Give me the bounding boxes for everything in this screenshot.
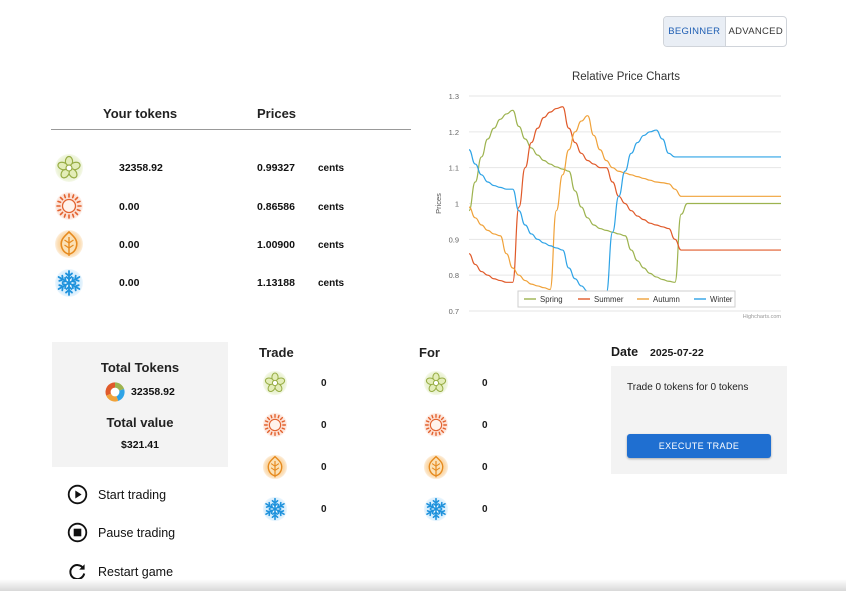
- legend-label: Winter: [710, 295, 733, 304]
- start-trading-label: Start trading: [98, 487, 167, 502]
- trade-quantity[interactable]: 0: [321, 420, 327, 431]
- trade-summary-text: Trade 0 tokens for 0 tokens: [627, 382, 749, 393]
- y-tick-label: 0.7: [449, 307, 459, 316]
- chart-title: Relative Price Charts: [571, 71, 680, 83]
- spring-flower-icon[interactable]: [262, 370, 288, 396]
- trade-quantity[interactable]: 0: [321, 378, 327, 389]
- spring-flower-icon: [54, 153, 84, 183]
- for-quantity[interactable]: 0: [482, 378, 488, 389]
- price-unit: cents: [318, 202, 345, 213]
- trade-quantity[interactable]: 0: [321, 462, 327, 473]
- prices-header: Prices: [257, 106, 297, 121]
- summer-sun-icon[interactable]: [423, 412, 449, 438]
- holding-amount: 32358.92: [119, 162, 163, 174]
- spring-flower-icon[interactable]: [423, 370, 449, 396]
- start-trading-button[interactable]: Start trading: [67, 484, 166, 505]
- trade-summary-panel: Trade 0 tokens for 0 tokens EXECUTE TRAD…: [611, 366, 787, 474]
- price-unit: cents: [318, 240, 345, 251]
- summer-sun-icon[interactable]: [262, 412, 288, 438]
- autumn-leaf-icon[interactable]: [262, 454, 288, 480]
- y-tick-label: 1: [455, 200, 459, 209]
- series-line-spring: [469, 109, 781, 283]
- mode-toggle: BEGINNER ADVANCED: [663, 16, 787, 47]
- totals-panel: Total Tokens 32358.92 Total value $321.4…: [52, 342, 228, 467]
- token-price: 1.13188: [257, 277, 295, 289]
- your-tokens-header: Your tokens: [103, 106, 178, 121]
- legend-label: Spring: [540, 295, 563, 304]
- y-tick-label: 1.1: [449, 164, 459, 173]
- y-tick-label: 1.2: [449, 128, 459, 137]
- total-value-label: Total value: [106, 415, 174, 430]
- date-value: 2025-07-22: [650, 347, 704, 359]
- pause-trading-label: Pause trading: [98, 525, 176, 540]
- refresh-icon: [69, 564, 86, 580]
- for-quantity[interactable]: 0: [482, 504, 488, 515]
- advanced-mode-button[interactable]: ADVANCED: [728, 26, 783, 37]
- holding-amount: 0.00: [119, 277, 140, 289]
- for-quantity[interactable]: 0: [482, 462, 488, 473]
- trade-label: Trade: [259, 345, 294, 360]
- chart-credit: Highcharts.com: [743, 314, 782, 320]
- y-tick-label: 0.9: [449, 235, 459, 244]
- series-line-autumn: [469, 115, 781, 291]
- token-price: 0.86586: [257, 201, 295, 213]
- legend-label: Autumn: [653, 295, 680, 304]
- for-label: For: [419, 345, 440, 360]
- holdings-divider: [51, 129, 411, 130]
- for-quantity[interactable]: 0: [482, 420, 488, 431]
- series-line-winter: [469, 129, 781, 294]
- series-line-summer: [469, 106, 781, 283]
- stop-circle-icon: [67, 522, 88, 543]
- autumn-leaf-icon: [54, 229, 84, 259]
- y-tick-label: 1.3: [449, 92, 459, 101]
- price-unit: cents: [318, 278, 345, 289]
- beginner-mode-button[interactable]: BEGINNER: [664, 17, 726, 46]
- play-circle-icon: [67, 484, 88, 505]
- y-axis-label: Prices: [434, 193, 443, 214]
- total-tokens-icon: [103, 380, 127, 404]
- winter-snowflake-icon[interactable]: [262, 496, 288, 522]
- autumn-leaf-icon[interactable]: [423, 454, 449, 480]
- pause-trading-button[interactable]: Pause trading: [67, 522, 175, 543]
- winter-snowflake-icon: [54, 268, 84, 298]
- price-unit: cents: [318, 163, 345, 174]
- chart-legend: [517, 290, 736, 308]
- restart-game-button[interactable]: Restart game: [67, 561, 173, 582]
- execute-trade-button[interactable]: EXECUTE TRADE: [627, 434, 771, 458]
- winter-snowflake-icon[interactable]: [423, 496, 449, 522]
- holding-amount: 0.00: [119, 201, 140, 213]
- y-tick-label: 0.8: [449, 271, 459, 280]
- token-price: 1.00900: [257, 239, 295, 251]
- legend-label: Summer: [594, 295, 624, 304]
- summer-sun-icon: [54, 191, 84, 221]
- holding-amount: 0.00: [119, 239, 140, 251]
- price-chart: 1.3 1.2 1.1 1 0.9 0.8 0.7 Prices Spring Summer Aut…: [434, 92, 782, 320]
- total-value-amount: $321.41: [121, 439, 159, 451]
- token-price: 0.99327: [257, 162, 295, 174]
- trade-quantity[interactable]: 0: [321, 504, 327, 515]
- restart-game-label: Restart game: [98, 564, 174, 579]
- window-bottom-edge: [0, 579, 846, 591]
- total-tokens-label: Total Tokens: [100, 360, 180, 375]
- date-label: Date: [611, 345, 639, 359]
- total-tokens-value: 32358.92: [131, 386, 175, 398]
